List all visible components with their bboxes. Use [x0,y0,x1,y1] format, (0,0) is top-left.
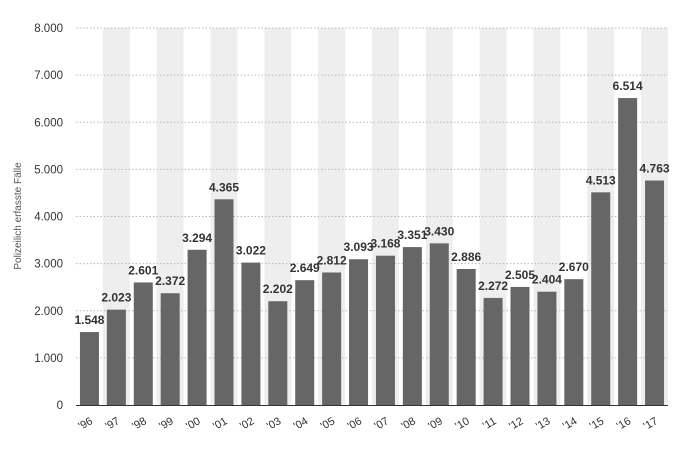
data-label: 4.365 [209,180,239,194]
y-axis-ticks: 0 1.000 2.000 3.000 4.000 5.000 6.000 7.000 8.00… [34,23,63,412]
y-tick-label: 2.000 [34,306,63,318]
x-tick-label: '97 [103,415,121,433]
x-tick-label: '16 [615,415,633,433]
data-label: 2.023 [101,291,131,305]
bar[interactable] [456,268,476,405]
bar[interactable] [214,199,234,405]
x-tick-label: '10 [453,415,471,433]
bar[interactable] [79,332,99,405]
bar[interactable] [564,279,584,405]
bar[interactable] [483,297,503,405]
data-label: 2.505 [505,268,535,282]
data-label: 2.601 [128,263,158,277]
y-tick-label: 6.000 [34,117,63,129]
data-label: 2.812 [317,253,347,267]
y-tick-label: 8.000 [34,23,63,35]
bar[interactable] [429,243,449,405]
x-tick-label: '98 [130,415,148,433]
x-tick-label: '15 [588,415,606,433]
data-label: 2.404 [532,273,562,287]
x-tick-label: '01 [211,415,229,433]
x-tick-label: '11 [481,415,499,432]
bar[interactable] [645,180,665,405]
y-axis-label: Polizeilich erfasste Fälle [13,162,24,270]
bar[interactable] [106,309,126,405]
bar[interactable] [510,286,530,405]
data-label: 3.430 [424,224,454,238]
x-tick-label: '99 [157,415,175,433]
x-tick-label: '07 [373,415,391,433]
bar[interactable] [537,291,557,405]
data-label: 1.548 [74,313,104,327]
y-tick-label: 7.000 [34,70,63,82]
x-tick-label: '08 [399,415,417,433]
y-tick-label: 3.000 [34,259,63,271]
bar[interactable] [349,259,369,405]
y-tick-label: 5.000 [34,164,63,176]
bars [79,98,665,406]
data-label: 2.272 [478,279,508,293]
data-label: 2.670 [559,260,589,274]
bar[interactable] [133,282,153,405]
y-tick-label: 4.000 [34,212,63,224]
data-label: 3.351 [397,228,427,242]
x-tick-label: '05 [319,415,337,433]
data-label: 2.649 [290,261,320,275]
bar[interactable] [402,247,422,405]
data-label: 2.886 [451,250,481,264]
x-tick-label: '09 [426,415,444,433]
bar[interactable] [591,192,611,405]
y-tick-label: 0 [57,400,63,412]
x-tick-label: '00 [184,415,202,433]
x-tick-label: '02 [238,415,256,433]
data-label: 3.294 [182,231,212,245]
data-label: 3.022 [236,244,266,258]
bar[interactable] [322,272,342,405]
bar[interactable] [241,262,261,405]
bar[interactable] [618,98,638,406]
x-tick-label: '13 [534,415,552,433]
x-tick-label: '03 [265,415,283,433]
data-label: 6.514 [613,79,643,93]
bar[interactable] [375,255,395,405]
data-label: 2.202 [263,282,293,296]
y-tick-label: 1.000 [34,353,63,365]
data-label: 3.168 [370,237,400,251]
data-label: 4.513 [586,173,616,187]
x-axis-ticks: '96 '97 '98 '99 '00 '01 '02 '03 '04 '05 '06 '07 '08 '… [77,415,661,433]
x-tick-label: '14 [561,415,579,433]
x-tick-label: '96 [77,415,95,433]
data-label: 2.372 [155,274,185,288]
bar[interactable] [295,280,315,405]
bar[interactable] [187,249,207,405]
data-label: 4.763 [640,162,670,176]
data-label: 3.093 [344,240,374,254]
x-tick-label: '12 [507,415,525,433]
bar[interactable] [268,301,288,405]
bar[interactable] [160,293,180,405]
x-tick-label: '04 [292,415,310,433]
x-tick-label: '17 [642,415,660,433]
x-tick-label: '06 [346,415,364,433]
